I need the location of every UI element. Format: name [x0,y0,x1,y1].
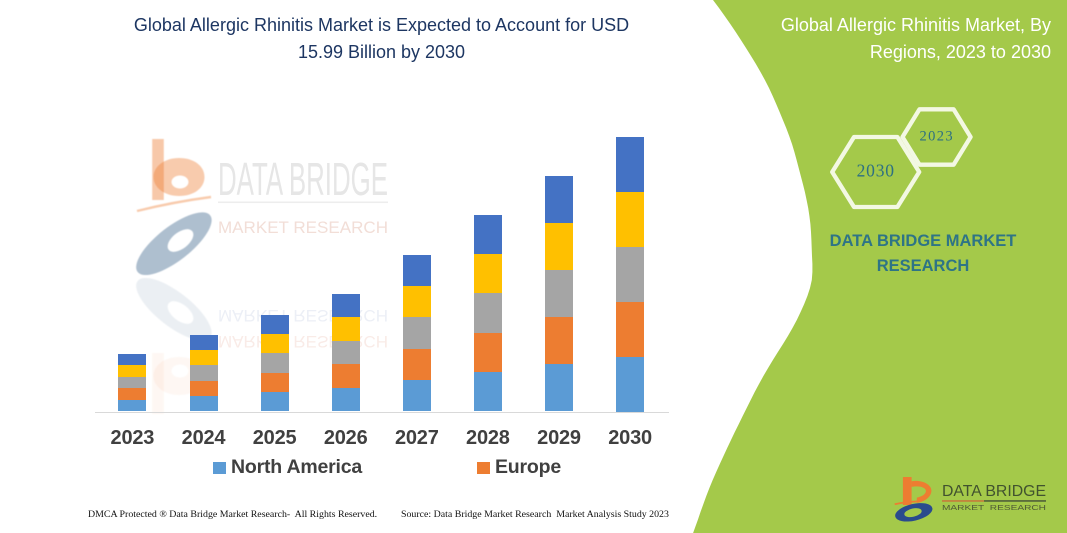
svg-text:MARKET RESEARCH: MARKET RESEARCH [218,218,388,237]
svg-text:MARKET RESEARCH: MARKET RESEARCH [942,505,1046,512]
svg-text:MARKET RESEARCH: MARKET RESEARCH [218,306,388,325]
svg-text:2023: 2023 [919,129,954,145]
svg-text:DATA BRIDGE: DATA BRIDGE [942,483,1046,500]
svg-text:2030: 2030 [857,161,895,181]
svg-text:DATA BRIDGE: DATA BRIDGE [218,155,388,205]
svg-text:MARKET RESEARCH: MARKET RESEARCH [218,332,388,351]
